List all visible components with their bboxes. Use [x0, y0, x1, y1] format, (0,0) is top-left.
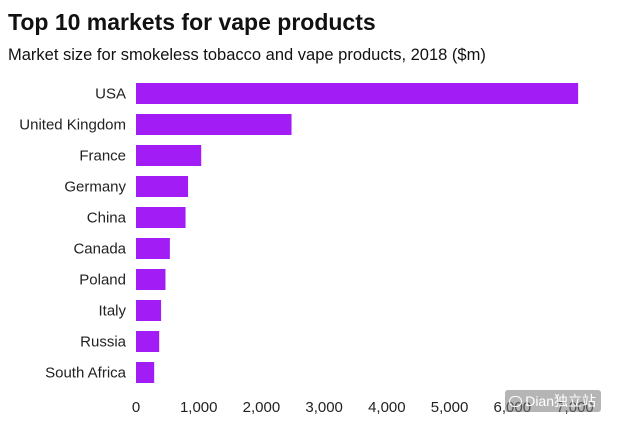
- x-tick-label: 5,000: [431, 399, 469, 416]
- category-label: Canada: [73, 241, 126, 258]
- x-tick-label: 3,000: [305, 399, 343, 416]
- watermark-text: Dian独立站: [525, 393, 596, 409]
- category-label: United Kingdom: [19, 117, 126, 134]
- watermark: Dian独立站: [505, 390, 601, 412]
- x-tick-label: 1,000: [180, 399, 218, 416]
- bar-poland: [136, 269, 166, 290]
- bar-china: [136, 207, 186, 228]
- x-tick-label: 4,000: [368, 399, 406, 416]
- bar-canada: [136, 238, 170, 259]
- chart-subtitle: Market size for smokeless tobacco and va…: [8, 46, 486, 64]
- bar-france: [136, 145, 202, 166]
- bar-united-kingdom: [136, 114, 292, 135]
- category-label: China: [87, 210, 127, 227]
- wechat-icon: [509, 396, 523, 407]
- bar-south-africa: [136, 362, 155, 383]
- category-label: Italy: [98, 303, 126, 320]
- x-tick-label: 2,000: [243, 399, 281, 416]
- chart-title: Top 10 markets for vape products: [8, 9, 376, 35]
- bar-germany: [136, 176, 189, 197]
- x-tick-label: 0: [132, 399, 140, 416]
- bar-usa: [136, 83, 579, 104]
- category-label: France: [79, 148, 126, 165]
- category-label: Germany: [64, 179, 126, 196]
- bar-russia: [136, 331, 160, 352]
- bar-italy: [136, 300, 162, 321]
- category-label: South Africa: [45, 365, 127, 382]
- category-label: Poland: [79, 272, 126, 289]
- category-label: Russia: [80, 334, 127, 351]
- category-label: USA: [95, 86, 126, 103]
